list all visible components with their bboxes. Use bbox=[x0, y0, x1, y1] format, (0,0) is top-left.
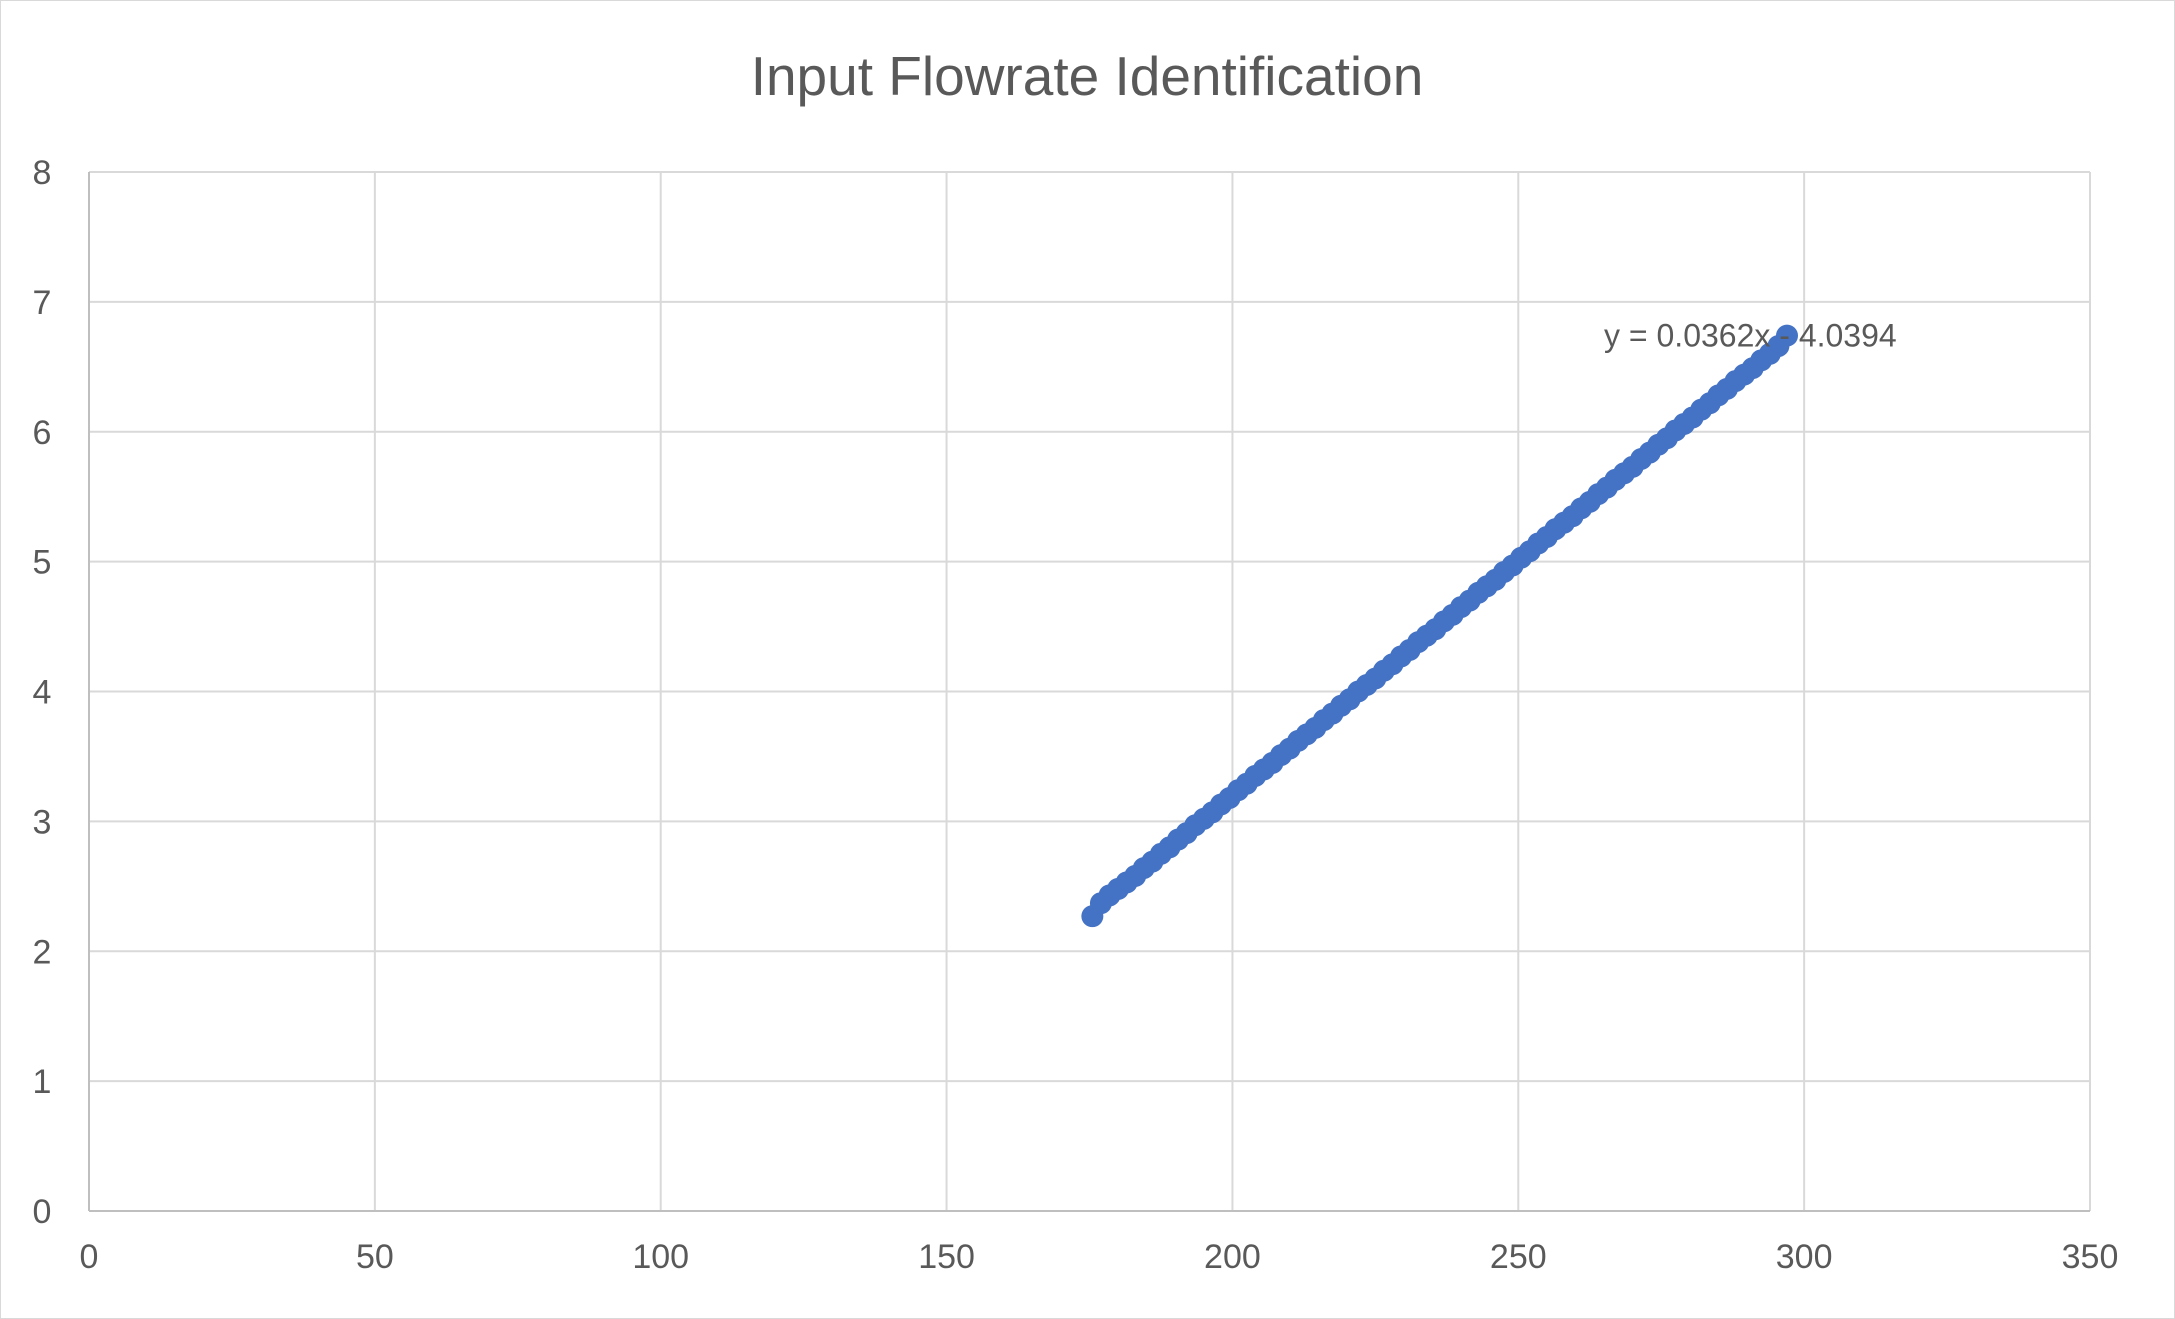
y-tick-label: 8 bbox=[33, 154, 52, 192]
x-tick-label: 150 bbox=[918, 1238, 975, 1276]
x-tick-label: 250 bbox=[1490, 1238, 1547, 1276]
axes bbox=[88, 172, 2090, 1212]
y-tick-label: 7 bbox=[33, 284, 52, 322]
grid-lines bbox=[89, 171, 2091, 1211]
trendline-equation: y = 0.0362x - 4.0394 bbox=[1604, 317, 1897, 353]
y-tick-label: 0 bbox=[33, 1193, 52, 1231]
data-points bbox=[1081, 324, 1798, 928]
x-tick-label: 300 bbox=[1776, 1238, 1833, 1276]
y-tick-label: 5 bbox=[33, 544, 52, 582]
x-tick-label: 100 bbox=[632, 1238, 689, 1276]
y-tick-label: 3 bbox=[33, 803, 52, 841]
data-point bbox=[1775, 324, 1798, 347]
y-tick-label: 6 bbox=[33, 414, 52, 452]
chart-title: Input Flowrate Identification bbox=[751, 45, 1424, 107]
y-tick-label: 2 bbox=[33, 933, 52, 971]
y-tick-label: 4 bbox=[33, 674, 52, 712]
y-tick-label: 1 bbox=[33, 1063, 52, 1101]
x-tick-label: 0 bbox=[80, 1238, 99, 1276]
y-tick-labels: 0 1 2 3 4 5 6 7 8 bbox=[33, 154, 52, 1231]
x-tick-label: 200 bbox=[1204, 1238, 1261, 1276]
x-tick-label: 50 bbox=[356, 1238, 394, 1276]
x-tick-label: 350 bbox=[2062, 1238, 2119, 1276]
x-tick-labels: 0 50 100 150 200 250 300 350 bbox=[80, 1238, 2119, 1276]
